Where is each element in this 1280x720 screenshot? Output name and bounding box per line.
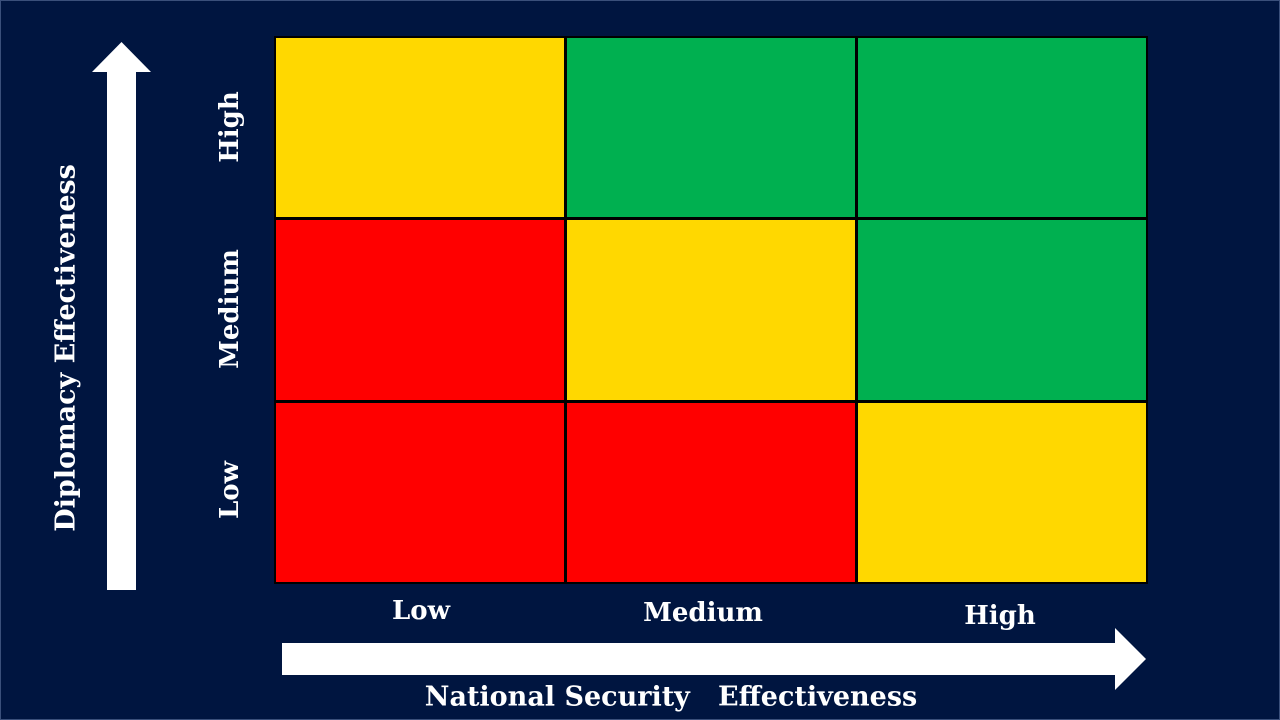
x-axis-title: National Security Effectiveness [424, 681, 918, 713]
y-tick-high: High [215, 91, 245, 163]
x-tick-high: High [964, 601, 1036, 631]
cell-diplomacy-high-security-low [276, 38, 564, 218]
x-tick-low: Low [391, 596, 451, 626]
cell-diplomacy-medium-security-high [858, 220, 1146, 400]
cell-diplomacy-low-security-low [276, 402, 564, 582]
y-tick-medium: Medium [215, 249, 245, 369]
cell-diplomacy-medium-security-medium [567, 220, 855, 400]
x-tick-medium: Medium [643, 598, 763, 628]
cell-diplomacy-low-security-high [858, 402, 1146, 582]
cell-diplomacy-high-security-high [858, 38, 1146, 218]
cell-diplomacy-medium-security-low [276, 220, 564, 400]
cell-diplomacy-low-security-medium [567, 402, 855, 582]
y-axis-title: Diplomacy Effectiveness [50, 164, 82, 532]
x-axis-arrow [282, 628, 1146, 690]
effectiveness-matrix [274, 36, 1148, 584]
y-axis-arrow [92, 42, 151, 590]
y-tick-low: Low [215, 460, 245, 520]
cell-diplomacy-high-security-medium [567, 38, 855, 218]
